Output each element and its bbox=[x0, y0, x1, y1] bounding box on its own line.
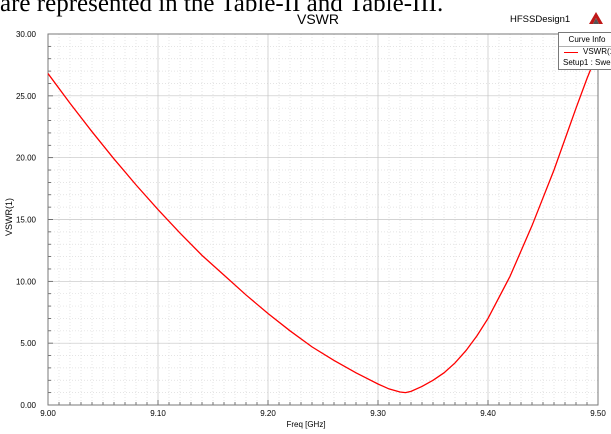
axis-ticks: 9.00 9.10 9.20 9.30 9.40 9.50 0.00 5.00 10.00 15.… bbox=[16, 30, 606, 418]
grid bbox=[48, 34, 598, 405]
ansoft-logo-icon bbox=[589, 12, 603, 24]
design-name: HFSSDesign1 bbox=[510, 14, 571, 25]
x-tick-label: 9.30 bbox=[370, 409, 386, 418]
x-axis-label: Freq [GHz] bbox=[286, 420, 326, 429]
y-tick-label: 30.00 bbox=[16, 30, 37, 39]
x-tick-label: 9.00 bbox=[40, 409, 56, 418]
vswr-series-line bbox=[47, 51, 599, 394]
legend-series-label: VSWR(1) bbox=[583, 47, 611, 56]
x-tick-label: 9.10 bbox=[150, 409, 166, 418]
x-tick-label: 9.50 bbox=[590, 409, 606, 418]
legend-setup-label: Setup1 : Sweep bbox=[563, 58, 611, 67]
x-tick-label: 9.40 bbox=[480, 409, 496, 418]
y-tick-label: 25.00 bbox=[16, 92, 37, 101]
y-tick-label: 10.00 bbox=[16, 277, 37, 286]
y-axis-label: VSWR(1) bbox=[4, 198, 14, 236]
x-tick-label: 9.20 bbox=[260, 409, 276, 418]
plot-border bbox=[47, 33, 599, 406]
y-tick-label: 5.00 bbox=[20, 339, 36, 348]
y-tick-label: 0.00 bbox=[20, 401, 36, 410]
y-tick-label: 15.00 bbox=[16, 216, 37, 225]
chart-title: VSWR bbox=[297, 11, 339, 27]
legend: Curve Info VSWR(1) Setup1 : Sweep bbox=[558, 32, 611, 70]
legend-header: Curve Info bbox=[559, 33, 611, 47]
legend-swatch bbox=[564, 52, 578, 53]
y-tick-label: 20.00 bbox=[16, 154, 37, 163]
document-caption: are represented in the Table-II and Tabl… bbox=[0, 0, 444, 17]
